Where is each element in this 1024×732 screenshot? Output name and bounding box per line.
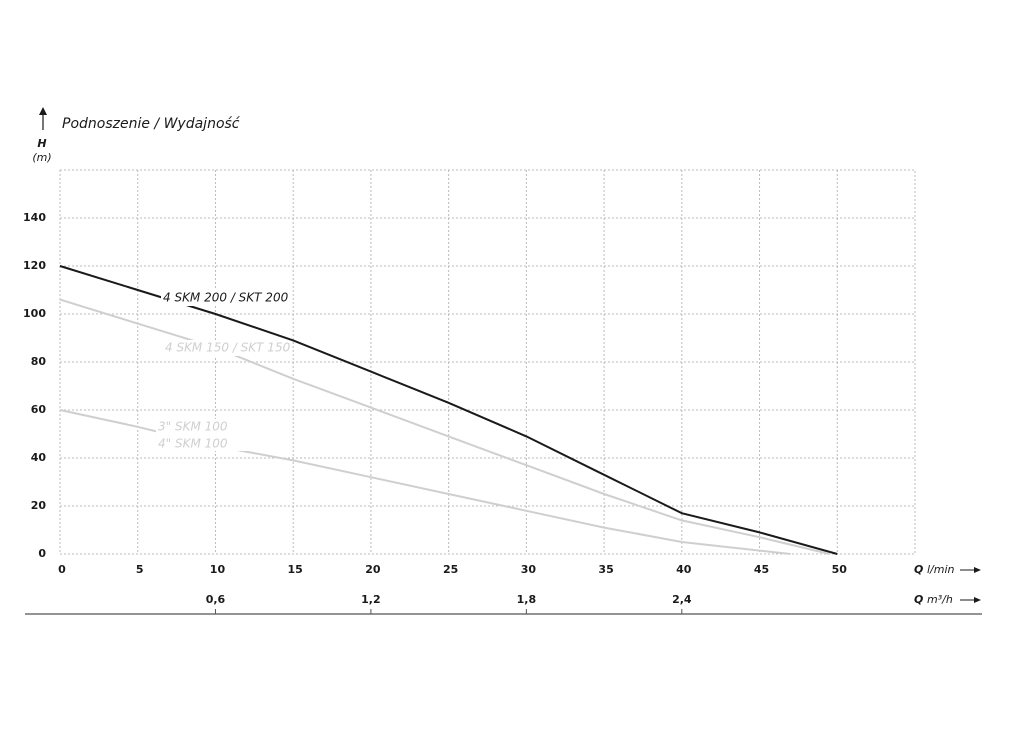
x-tick-label: 5 (136, 563, 144, 576)
label-bg (156, 419, 276, 451)
x2-tick-label: 2,4 (672, 593, 692, 606)
x2-tick-label: 0,6 (206, 593, 226, 606)
x-label-symbol: Q (914, 563, 923, 576)
x2-arrow-head (974, 597, 981, 603)
y-tick-label: 120 (23, 259, 46, 272)
series-line (59, 298, 830, 555)
y-tick-label: 20 (31, 499, 47, 512)
series-label: 3" SKM 100 (158, 420, 228, 434)
x-tick-label: 35 (598, 563, 613, 576)
y-tick-label: 80 (31, 355, 47, 368)
series-label: 4 SKM 150 / SKT 150 (165, 341, 291, 355)
y-tick-label: 60 (31, 403, 47, 416)
x2-tick-label: 1,2 (361, 593, 381, 606)
series-label: 4" SKM 100 (158, 437, 228, 451)
x2-label-unit: m³/h (927, 593, 953, 606)
up-arrow-head (39, 107, 47, 115)
y-label-unit: (m) (32, 151, 51, 164)
label-bg (161, 290, 281, 306)
x2-tick-label: 1,8 (517, 593, 537, 606)
chart-title: Podnoszenie / Wydajność (62, 116, 241, 132)
y-label-symbol: H (37, 137, 46, 150)
series-label: 4 SKM 200 / SKT 200 (163, 291, 289, 305)
x-tick-label: 25 (443, 563, 458, 576)
x-label-unit: l/min (927, 563, 955, 576)
x-tick-label: 30 (521, 563, 537, 576)
x-tick-label: 50 (832, 563, 848, 576)
x-tick-label: 10 (210, 563, 226, 576)
x-tick-label: 45 (754, 563, 769, 576)
x-tick-label: 40 (676, 563, 692, 576)
y-tick-label: 100 (23, 307, 46, 320)
y-tick-label: 40 (31, 451, 47, 464)
x-tick-label: 0 (58, 563, 66, 576)
label-bg (163, 340, 283, 356)
x-tick-label: 20 (365, 563, 381, 576)
y-tick-label: 140 (23, 211, 46, 224)
y-tick-label: 0 (38, 547, 46, 560)
x2-label-symbol: Q (914, 593, 923, 606)
header: Podnoszenie / Wydajność H (m) (32, 107, 241, 164)
x-tick-label: 15 (288, 563, 303, 576)
x-arrow-head (974, 567, 981, 573)
